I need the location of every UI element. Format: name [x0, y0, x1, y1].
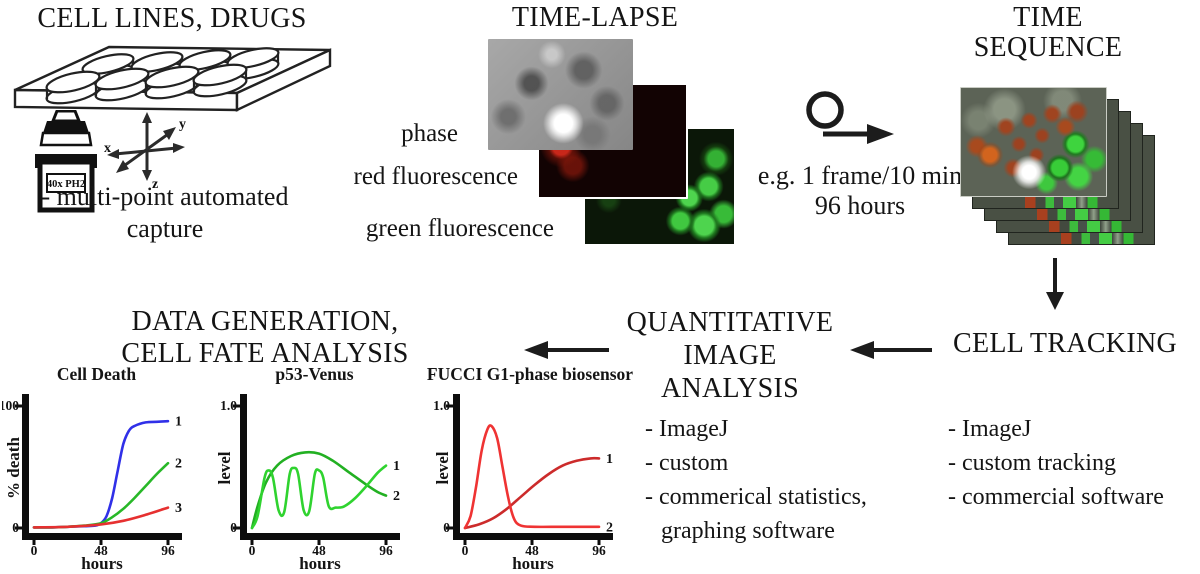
x-tick-label: 48	[525, 543, 539, 558]
series-label: 1	[606, 452, 613, 467]
series-label: 2	[175, 457, 182, 472]
microscope-objective-icon: 40x PH2	[35, 110, 97, 213]
axis-z-label: z	[152, 177, 158, 192]
chart-title: Cell Death	[56, 364, 137, 384]
x-axis-label: hours	[299, 554, 341, 573]
loop-arrow-icon	[806, 91, 894, 144]
well-plate-icon	[13, 45, 332, 112]
chart-plot: 1.0 0 0 48 96 21	[220, 394, 400, 558]
x-axis	[453, 533, 613, 540]
tick-marks	[15, 404, 170, 545]
series-curve-3	[32, 506, 170, 529]
list-item: - commercial software	[948, 484, 1164, 510]
series-curve-2	[32, 461, 170, 529]
y-tick-label: 100	[2, 398, 19, 413]
y-tick-label: 0	[12, 520, 19, 535]
title-line: IMAGE	[683, 340, 777, 371]
y-axis	[453, 394, 460, 540]
x-axis	[240, 533, 400, 540]
channel-label-green: green fluorescence	[365, 215, 554, 242]
list-item: graphing software	[661, 518, 835, 544]
acquisition-rate: e.g. 1 frame/10 min	[757, 161, 963, 190]
cell-tracking-list: - ImageJ - custom tracking - commercial …	[948, 412, 1164, 514]
x-tick-label: 48	[94, 543, 108, 558]
x-tick-label: 0	[462, 543, 469, 558]
tick-marks	[233, 404, 388, 545]
list-item: - custom tracking	[948, 450, 1116, 476]
chart-plot: 100 0 0 48 96 1 2 3	[2, 394, 182, 558]
axis-x-label: x	[104, 141, 111, 156]
acquisition-duration: 96 hours	[814, 191, 906, 220]
chart-title: p53-Venus	[275, 364, 354, 384]
xyz-axes-icon: x y z	[104, 112, 186, 192]
section-title-quantitative: QUANTITATIVE IMAGE ANALYSIS	[605, 306, 855, 405]
series-label: 1	[393, 459, 400, 474]
merged-time-sequence-image	[960, 87, 1107, 197]
x-tick-label: 96	[379, 543, 393, 558]
plate-wells	[45, 47, 280, 105]
chart-plot: 1.0 0 0 48 96 12	[433, 394, 613, 558]
section-title-time-sequence-line2: SEQUENCE	[973, 32, 1123, 63]
y-axis	[240, 394, 247, 540]
x-tick-label: 0	[249, 543, 256, 558]
series-curve-1	[463, 456, 601, 530]
series-curve-1	[250, 464, 388, 530]
x-tick-label: 48	[312, 543, 326, 558]
title-line: ANALYSIS	[660, 373, 800, 404]
section-title-data-generation: DATA GENERATION, CELL FATE ANALYSIS	[115, 306, 415, 370]
y-tick-label: 0	[443, 520, 450, 535]
title-line: QUANTITATIVE	[626, 307, 834, 338]
section-title-time-lapse: TIME-LAPSE	[511, 2, 679, 33]
x-tick-label: 96	[592, 543, 606, 558]
list-item: - ImageJ	[948, 416, 1032, 442]
series-curves: 12	[463, 424, 613, 535]
axis-y-label: y	[179, 117, 186, 132]
chart-title: FUCCI G1-phase biosensor	[426, 364, 634, 384]
list-item: - custom	[645, 450, 729, 476]
x-axis	[22, 533, 182, 540]
x-tick-label: 96	[161, 543, 175, 558]
axes-arrowheads	[107, 112, 185, 181]
series-curves: 21	[250, 450, 400, 530]
channel-label-phase: phase	[401, 120, 458, 147]
section-title-time-sequence-line1: TIME	[1013, 2, 1083, 33]
down-arrow-icon	[1046, 258, 1064, 310]
title-line: DATA GENERATION,	[131, 306, 399, 337]
objective-label-box	[46, 173, 86, 193]
series-label: 2	[393, 489, 400, 504]
list-item: - ImageJ	[645, 416, 729, 442]
series-label: 2	[606, 520, 613, 535]
x-axis-label: hours	[81, 554, 123, 573]
channel-label-red: red fluorescence	[353, 163, 518, 190]
x-axis-label: hours	[512, 554, 554, 573]
tick-marks	[446, 404, 601, 545]
series-curve-2	[250, 450, 388, 530]
left-arrow-icon	[850, 341, 932, 359]
y-tick-label: 1.0	[220, 398, 237, 413]
chart-fucci-biosensor: FUCCI G1-phase biosensor level 1.0 0 0 4…	[425, 360, 635, 574]
series-curve-2	[463, 424, 601, 530]
series-label: 3	[175, 501, 182, 516]
phase-image	[488, 39, 633, 150]
capture-caption-line2: capture	[126, 214, 204, 243]
objective-label: 40x PH2	[47, 179, 85, 190]
series-label: 1	[175, 415, 182, 430]
y-tick-label: 0	[230, 520, 237, 535]
quantitative-analysis-list: - ImageJ - custom - commerical statistic…	[645, 412, 867, 548]
capture-caption-line1: - multi-point automated	[41, 182, 289, 211]
x-tick-label: 0	[31, 543, 38, 558]
y-tick-label: 1.0	[433, 398, 450, 413]
title-line: CELL FATE ANALYSIS	[121, 338, 409, 369]
series-curve-1	[32, 419, 170, 529]
section-title-cell-tracking: CELL TRACKING	[952, 328, 1177, 359]
series-curves: 1 2 3	[32, 415, 182, 529]
axes-lines	[114, 120, 178, 172]
y-axis	[22, 394, 29, 540]
list-item: - commerical statistics,	[645, 484, 867, 510]
left-arrow-icon	[524, 341, 609, 359]
section-title-cell-lines: CELL LINES, DRUGS	[37, 3, 307, 34]
